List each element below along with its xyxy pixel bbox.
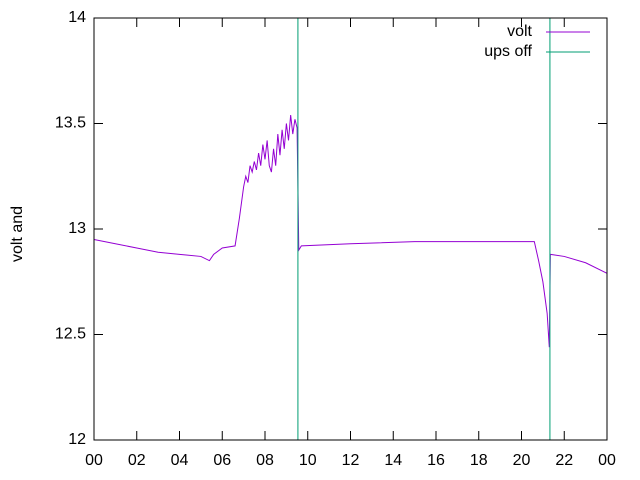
y-tick-label: 13	[68, 220, 86, 237]
x-tick-label: 00	[598, 452, 616, 469]
y-axis-label: volt and	[9, 206, 26, 262]
x-tick-label: 16	[427, 452, 445, 469]
y-tick-label: 13.5	[55, 115, 86, 132]
y-tick-label: 12	[68, 431, 86, 448]
x-tick-label: 08	[256, 452, 274, 469]
x-tick-label: 04	[171, 452, 189, 469]
plot-frame	[93, 17, 608, 441]
x-tick-label: 00	[85, 452, 103, 469]
x-tick-label: 22	[555, 452, 573, 469]
x-tick-label: 02	[128, 452, 146, 469]
y-tick-label: 14	[68, 9, 86, 26]
x-tick-label: 10	[299, 452, 317, 469]
x-tick-label: 12	[342, 452, 360, 469]
legend-label: volt	[507, 23, 532, 40]
x-tick-label: 20	[513, 452, 531, 469]
x-tick-label: 18	[470, 452, 488, 469]
x-tick-label: 06	[213, 452, 231, 469]
series-line	[93, 115, 608, 348]
legend-label: ups off	[484, 43, 532, 60]
y-tick-label: 12.5	[55, 326, 86, 343]
x-tick-label: 14	[384, 452, 402, 469]
